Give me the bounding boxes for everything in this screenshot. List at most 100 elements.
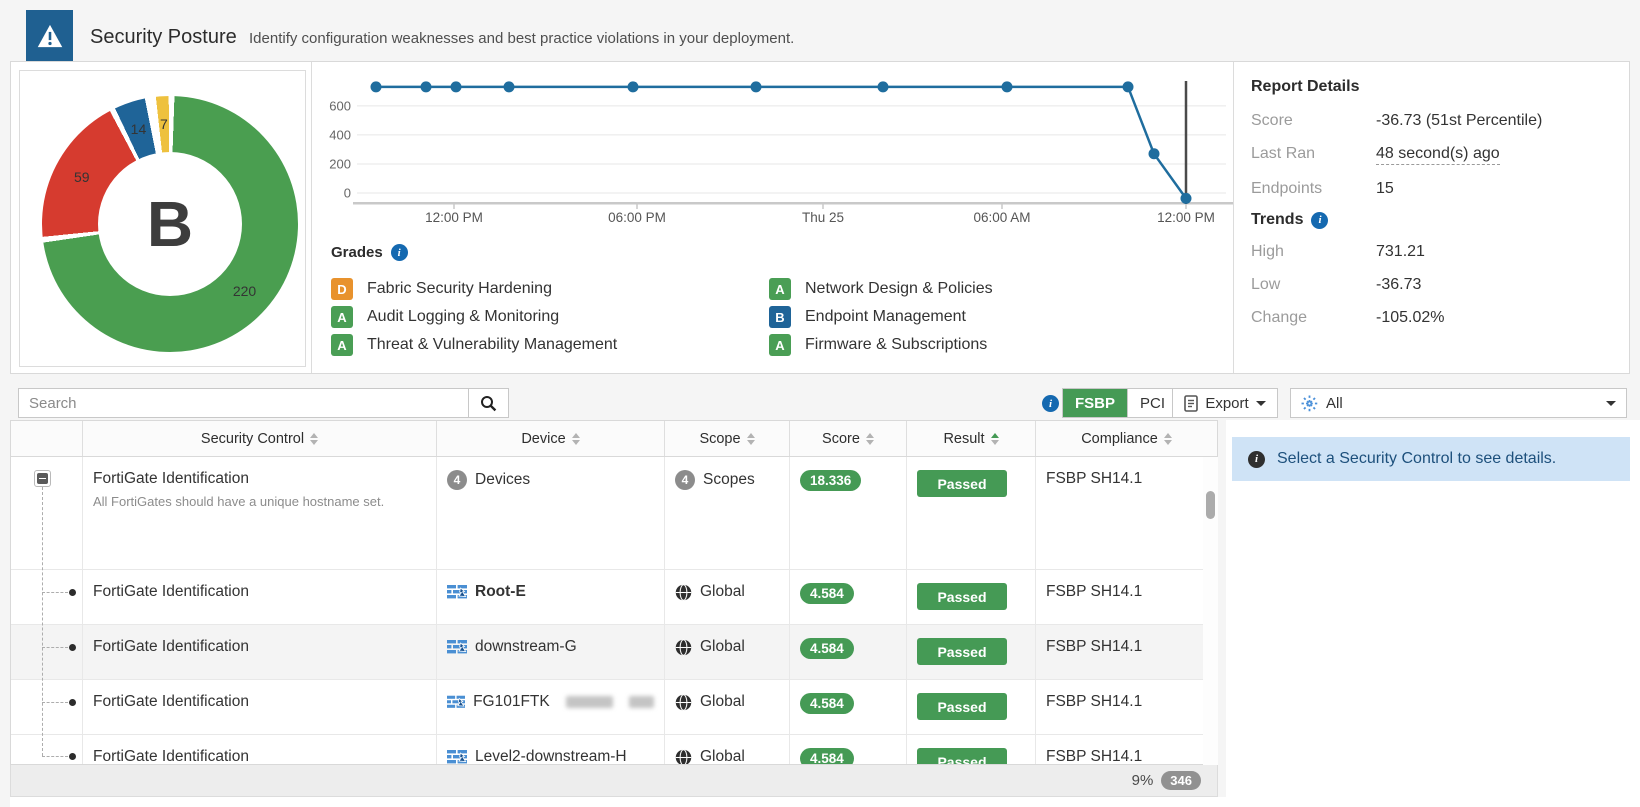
trends-info-icon[interactable]: i — [1311, 211, 1329, 229]
result-badge: Passed — [917, 470, 1007, 497]
device-cell: Level2-downstream-H — [437, 735, 665, 765]
device-cell: Root-E — [437, 570, 665, 624]
donut-segment-label: 220 — [232, 282, 257, 299]
donut-segment-label: 14 — [130, 121, 147, 138]
scope-filter-dropdown[interactable]: All — [1290, 388, 1627, 418]
globe-icon — [675, 693, 692, 711]
score-badge: 18.336 — [800, 470, 862, 491]
column-header-security-control[interactable]: Security Control — [83, 421, 437, 456]
score-cell: 4.584 — [790, 680, 907, 734]
column-header-device[interactable]: Device — [437, 421, 665, 456]
detail-placeholder-message: Select a Security Control to see details… — [1277, 450, 1557, 467]
table-row-parent[interactable]: FortiGate Identification All FortiGates … — [11, 457, 1217, 570]
device-cell: downstream-G — [437, 625, 665, 679]
endpoints-value: 15 — [1376, 180, 1394, 197]
table-scrollbar[interactable] — [1203, 457, 1218, 765]
fabric-icon — [1301, 395, 1318, 411]
export-button[interactable]: Export — [1172, 388, 1278, 418]
endpoints-label: Endpoints — [1251, 180, 1323, 197]
result-badge: Passed — [917, 693, 1007, 720]
trend-high-row: High 731.21 — [1251, 243, 1621, 261]
expand-column-header — [11, 421, 83, 456]
sort-icon — [571, 432, 580, 445]
grade-item-network-design[interactable]: A Network Design & Policies — [769, 278, 993, 300]
scrollbar-thumb[interactable] — [1206, 491, 1215, 519]
device-name: FG101FTK — [473, 693, 550, 710]
table-footer: 9% 346 — [10, 765, 1218, 797]
grade-item-audit-logging[interactable]: A Audit Logging & Monitoring — [331, 306, 559, 328]
compliance-toggle: FSBP PCI — [1062, 388, 1179, 418]
column-header-score[interactable]: Score — [790, 421, 907, 456]
column-label: Scope — [699, 430, 741, 447]
grades-title-text: Grades — [331, 244, 383, 261]
scope-cell: Global — [665, 680, 790, 734]
detail-panel: i Select a Security Control to see detai… — [1226, 420, 1640, 807]
grade-label: Network Design & Policies — [805, 280, 993, 297]
bottom-spacer — [10, 797, 1630, 807]
control-description: All FortiGates should have a unique host… — [93, 494, 385, 509]
device-cell: FG101FTK — [437, 680, 665, 734]
svg-text:06:00 AM: 06:00 AM — [973, 210, 1030, 225]
grade-label: Threat & Vulnerability Management — [367, 336, 618, 353]
scope-filter-value: All — [1326, 394, 1343, 412]
svg-text:200: 200 — [329, 156, 351, 171]
table-row-device[interactable]: FortiGate Identification Level2-downstre… — [11, 735, 1217, 765]
compliance-info-icon[interactable]: i — [1042, 395, 1059, 412]
grade-item-fabric-security-hardening[interactable]: D Fabric Security Hardening — [331, 278, 552, 300]
report-last-ran-row: Last Ran 48 second(s) ago — [1251, 145, 1621, 165]
column-header-result[interactable]: Result — [907, 421, 1036, 456]
svg-text:06:00 PM: 06:00 PM — [608, 210, 666, 225]
tree-cell — [11, 570, 83, 624]
page-subtitle: Identify configuration weaknesses and be… — [249, 30, 795, 47]
collapse-toggle-icon[interactable] — [34, 470, 51, 487]
result-badge: Passed — [917, 583, 1007, 610]
pci-toggle-button[interactable]: PCI — [1127, 389, 1178, 417]
sort-icon — [310, 432, 319, 445]
fsbp-toggle-button[interactable]: FSBP — [1063, 389, 1128, 417]
table-row-device[interactable]: FortiGate Identification Root-E — [11, 570, 1217, 625]
security-controls-table: Security Control Device Scope Score Resu… — [10, 420, 1218, 765]
fortigate-icon — [447, 584, 467, 598]
tree-connector — [42, 702, 68, 703]
device-name: Devices — [475, 471, 531, 488]
result-cell: Passed — [907, 735, 1036, 764]
security-control-cell: FortiGate Identification — [83, 680, 437, 734]
score-cell: 4.584 — [790, 735, 907, 764]
compliance-cell: FSBP SH14.1 — [1046, 693, 1143, 710]
change-label: Change — [1251, 309, 1308, 326]
grade-item-firmware-subscriptions[interactable]: A Firmware & Subscriptions — [769, 334, 987, 356]
search-icon — [481, 395, 497, 411]
column-label: Compliance — [1081, 430, 1158, 447]
column-header-compliance[interactable]: Compliance — [1036, 421, 1217, 456]
row-count-badge: 346 — [1161, 771, 1201, 790]
score-badge: 4.584 — [800, 638, 854, 659]
device-cell: 4 Devices — [437, 457, 665, 569]
trend-change-row: Change -105.02% — [1251, 309, 1621, 327]
last-ran-label: Last Ran — [1251, 145, 1316, 162]
score-label: Score — [1251, 112, 1293, 129]
grade-item-endpoint-management[interactable]: B Endpoint Management — [769, 306, 966, 328]
security-control-cell: FortiGate Identification — [83, 735, 437, 764]
chevron-down-icon — [1606, 400, 1616, 406]
score-cell: 18.336 — [790, 457, 907, 569]
report-endpoints-row: Endpoints 15 — [1251, 180, 1621, 198]
sort-icon — [1163, 432, 1172, 445]
last-ran-value[interactable]: 48 second(s) ago — [1376, 145, 1500, 165]
grade-donut-chart[interactable]: B 220 59 14 7 — [37, 91, 303, 357]
table-row-device[interactable]: FortiGate Identification downstream-G — [11, 625, 1217, 680]
tree-bullet — [69, 643, 76, 651]
search-input[interactable] — [18, 388, 469, 418]
score-trend-chart[interactable]: 0 200 400 600 12:00 PM 06:00 PM Thu 25 06:00 AM… — [321, 66, 1233, 234]
grades-info-icon[interactable]: i — [390, 244, 408, 261]
svg-text:Thu 25: Thu 25 — [802, 210, 844, 225]
compliance-cell: FSBP SH14.1 — [1046, 748, 1143, 765]
table-row-device[interactable]: FortiGate Identification FG101FTK — [11, 680, 1217, 735]
search-button[interactable] — [468, 388, 509, 418]
scroll-percent: 9% — [1131, 772, 1154, 789]
grade-item-threat-vulnerability[interactable]: A Threat & Vulnerability Management — [331, 334, 617, 356]
column-header-scope[interactable]: Scope — [665, 421, 790, 456]
device-name: Root-E — [475, 583, 526, 600]
score-cell: 4.584 — [790, 570, 907, 624]
device-name: Level2-downstream-H — [475, 748, 627, 765]
grade-badge: A — [331, 334, 353, 356]
